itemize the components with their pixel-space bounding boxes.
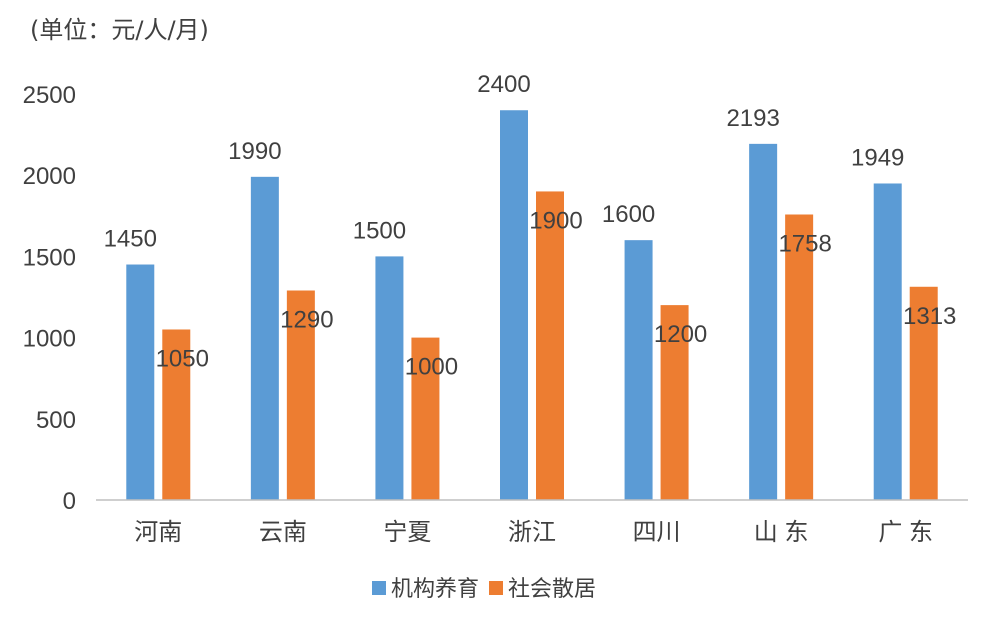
data-label: 1000 — [405, 354, 458, 381]
x-tick-label: 四川 — [633, 519, 681, 546]
data-label: 1600 — [602, 201, 655, 228]
y-tick-label: 0 — [63, 488, 76, 515]
y-tick-label: 500 — [36, 407, 76, 434]
bar — [909, 286, 938, 500]
x-tick-label: 广 东 — [878, 519, 933, 546]
x-tick-label: 浙江 — [508, 519, 556, 546]
y-tick-label: 1500 — [23, 244, 76, 271]
bar — [126, 264, 155, 500]
data-label: 1050 — [156, 345, 209, 372]
bar — [375, 256, 404, 500]
bar — [660, 305, 689, 500]
data-label: 1290 — [280, 307, 333, 334]
legend-label: 社会散居 — [508, 576, 596, 601]
bar — [500, 110, 528, 501]
bar — [250, 176, 279, 500]
legend-label: 机构养育 — [391, 576, 479, 601]
y-tick-label: 1000 — [23, 326, 76, 353]
data-label: 2400 — [477, 71, 530, 98]
bar — [624, 240, 653, 500]
data-label: 1758 — [778, 231, 831, 258]
x-axis: 河南 云南 宁夏 浙江 四川 山 东 广 东 — [96, 499, 968, 546]
bar — [749, 143, 778, 500]
legend: 机构养育 社会散居 — [372, 576, 596, 601]
data-label: 1949 — [851, 144, 904, 171]
bar — [286, 290, 315, 500]
bar — [536, 191, 564, 500]
bars: 1450 1050 1990 1290 1500 1000 2400 1900 1600 1200… — [104, 71, 956, 501]
bar — [162, 329, 191, 500]
bar — [785, 214, 814, 500]
data-label: 1313 — [903, 303, 956, 330]
y-axis: 0 500 1000 1500 2000 2500 — [23, 82, 76, 515]
legend-swatch — [372, 581, 386, 595]
data-label: 1200 — [654, 321, 707, 348]
data-label: 1990 — [228, 138, 281, 165]
unit-label: (单位：元/人/月) — [30, 16, 209, 44]
bar — [873, 183, 902, 500]
y-tick-label: 2000 — [23, 163, 76, 190]
bar — [411, 337, 440, 500]
data-label: 1900 — [529, 207, 582, 234]
legend-swatch — [489, 581, 503, 595]
x-tick-label: 云南 — [259, 519, 307, 546]
data-label: 2193 — [726, 105, 779, 132]
data-label: 1500 — [353, 217, 406, 244]
y-tick-label: 2500 — [23, 82, 76, 109]
x-tick-label: 山 东 — [754, 519, 809, 546]
x-tick-label: 河南 — [134, 519, 182, 546]
x-tick-label: 宁夏 — [383, 519, 431, 546]
data-label: 1450 — [104, 226, 157, 253]
